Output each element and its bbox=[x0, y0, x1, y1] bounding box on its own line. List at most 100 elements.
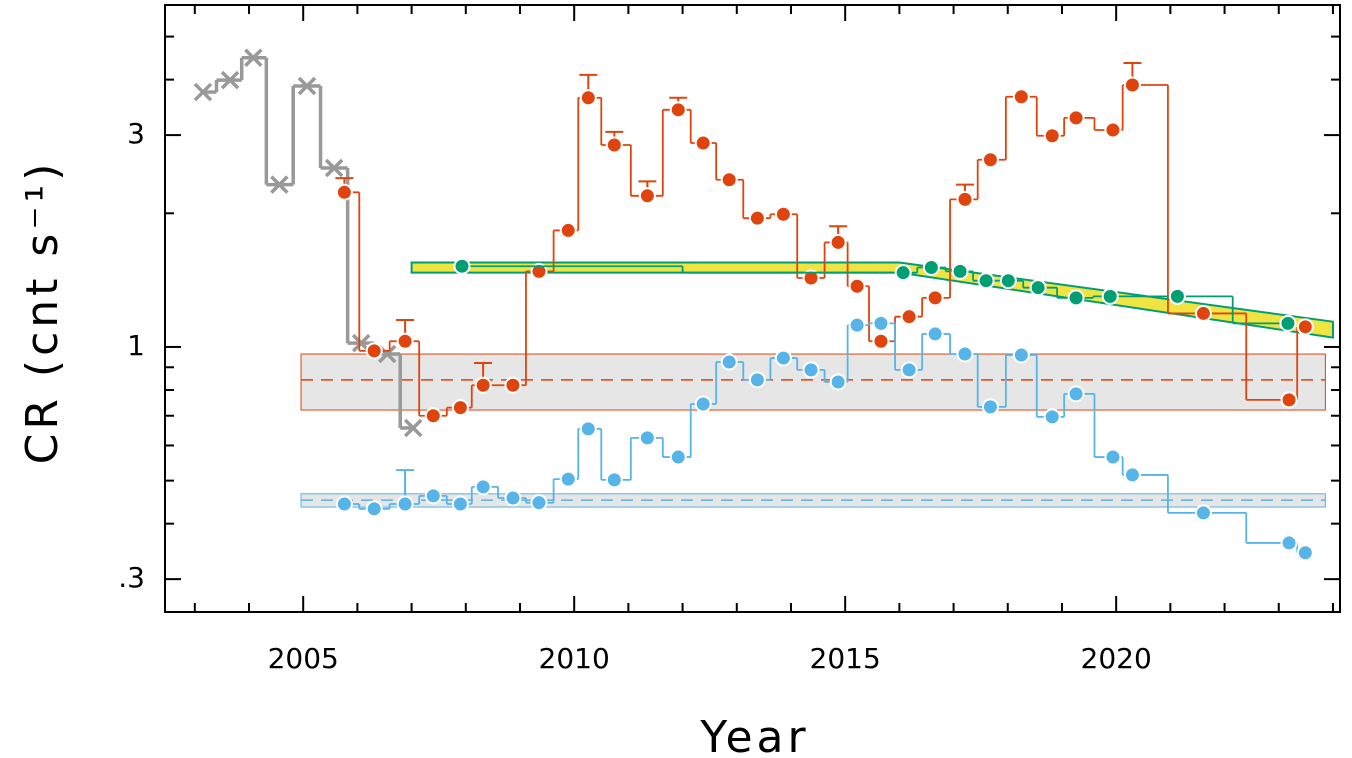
point bbox=[848, 316, 866, 334]
point bbox=[848, 277, 866, 295]
x-tick-label: 2020 bbox=[1081, 642, 1152, 675]
point bbox=[1280, 534, 1298, 552]
point bbox=[638, 429, 656, 447]
point bbox=[981, 151, 999, 169]
point bbox=[1296, 318, 1314, 336]
point bbox=[829, 233, 847, 251]
point bbox=[981, 398, 999, 416]
point bbox=[926, 289, 944, 307]
point bbox=[403, 418, 423, 438]
point bbox=[1279, 314, 1297, 332]
point bbox=[999, 272, 1017, 290]
point bbox=[748, 209, 766, 227]
point bbox=[669, 448, 687, 466]
point bbox=[335, 183, 353, 201]
point bbox=[1194, 304, 1212, 322]
point bbox=[694, 134, 712, 152]
plot-frame bbox=[164, 4, 1341, 613]
point bbox=[694, 395, 712, 413]
point bbox=[1029, 279, 1047, 297]
point bbox=[365, 500, 383, 518]
point bbox=[605, 471, 623, 489]
point bbox=[1104, 448, 1122, 466]
point bbox=[720, 171, 738, 189]
x-tick-label: 2015 bbox=[810, 642, 881, 675]
point bbox=[579, 420, 597, 438]
y-tick-label: .3 bbox=[118, 561, 145, 594]
point bbox=[872, 332, 890, 350]
point bbox=[451, 399, 469, 417]
point bbox=[1280, 391, 1298, 409]
point bbox=[451, 495, 469, 513]
point bbox=[335, 495, 353, 513]
point bbox=[193, 82, 213, 102]
y-tick-label: 1 bbox=[127, 329, 145, 362]
point bbox=[579, 89, 597, 107]
point bbox=[605, 136, 623, 154]
point bbox=[802, 269, 820, 287]
point bbox=[424, 407, 442, 425]
point bbox=[951, 262, 969, 280]
point bbox=[1043, 408, 1061, 426]
point bbox=[1012, 346, 1030, 364]
point bbox=[802, 361, 820, 379]
point bbox=[1194, 504, 1212, 522]
point bbox=[220, 70, 240, 90]
point bbox=[638, 187, 656, 205]
point bbox=[872, 314, 890, 332]
point bbox=[270, 175, 289, 194]
point bbox=[396, 332, 414, 350]
point bbox=[900, 308, 918, 326]
point bbox=[748, 371, 766, 389]
series bbox=[453, 257, 1297, 332]
x-tick-label: 2005 bbox=[268, 642, 339, 675]
point bbox=[926, 325, 944, 343]
point bbox=[1123, 466, 1141, 484]
point bbox=[894, 264, 912, 282]
point bbox=[774, 205, 792, 223]
point bbox=[956, 345, 974, 363]
point bbox=[559, 470, 577, 488]
point bbox=[504, 376, 522, 394]
point bbox=[474, 478, 492, 496]
point bbox=[504, 489, 522, 507]
point bbox=[424, 487, 442, 505]
point bbox=[829, 373, 847, 391]
point bbox=[559, 221, 577, 239]
point bbox=[365, 342, 383, 360]
x-axis-label: Year bbox=[699, 712, 809, 758]
point bbox=[530, 494, 548, 512]
point bbox=[1104, 121, 1122, 139]
point bbox=[1067, 109, 1085, 127]
point bbox=[1296, 544, 1314, 562]
point bbox=[1067, 385, 1085, 403]
point bbox=[669, 101, 687, 119]
point bbox=[1012, 88, 1030, 106]
point bbox=[1067, 289, 1085, 307]
point bbox=[530, 262, 548, 280]
point bbox=[1101, 287, 1119, 305]
point bbox=[1123, 76, 1141, 94]
point bbox=[1168, 287, 1186, 305]
point bbox=[1043, 127, 1061, 145]
point bbox=[900, 361, 918, 379]
point bbox=[774, 349, 792, 367]
model-band bbox=[410, 261, 1334, 339]
point bbox=[297, 76, 317, 96]
point bbox=[720, 353, 738, 371]
y-tick-label: 3 bbox=[127, 117, 145, 150]
point bbox=[922, 258, 940, 276]
point bbox=[324, 158, 344, 178]
point bbox=[956, 190, 974, 208]
point bbox=[977, 272, 995, 290]
y-axis-label: CR (cnt s⁻¹) bbox=[17, 160, 68, 465]
point bbox=[396, 495, 414, 513]
series bbox=[335, 314, 1314, 562]
point bbox=[453, 257, 471, 275]
point bbox=[474, 376, 492, 394]
x-tick-label: 2010 bbox=[539, 642, 610, 675]
series bbox=[335, 62, 1314, 425]
point bbox=[244, 48, 263, 68]
